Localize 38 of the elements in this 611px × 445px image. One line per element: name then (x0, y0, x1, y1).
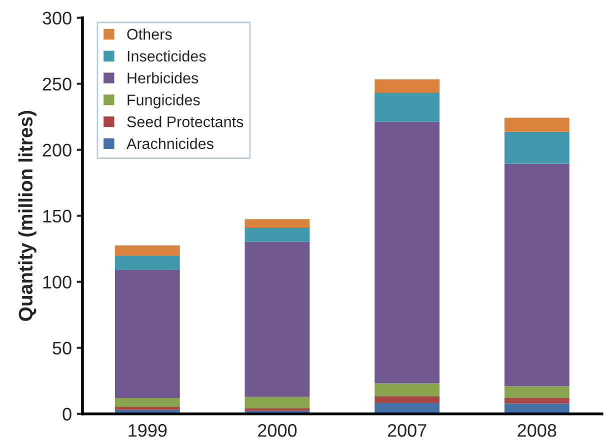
legend-label: Herbicides (128, 72, 198, 84)
legend-label: Arachnicides (126, 138, 214, 150)
bar (114, 245, 180, 256)
legend-label: Seed Protectants (127, 116, 244, 128)
y-tick-label: 150 (43, 210, 72, 223)
legend-label: Others (127, 28, 172, 40)
bar (374, 122, 440, 384)
y-tick-label: 100 (43, 276, 72, 289)
bar (244, 219, 310, 228)
y-tick-label: 300 (42, 12, 72, 25)
y-axis-title: Quantity (million litres) (18, 110, 36, 321)
x-tick-label: 1999 (128, 424, 167, 437)
x-tick-label: 2007 (388, 424, 426, 437)
legend-label: Insecticides (128, 50, 206, 62)
bar (244, 396, 310, 408)
bar (374, 383, 440, 396)
y-tick-label: 250 (42, 78, 72, 91)
y-tick-label: 50 (52, 342, 72, 355)
bar (114, 406, 180, 410)
bar (114, 270, 180, 398)
bar (244, 227, 310, 242)
bar (504, 118, 570, 132)
x-tick-label: 2000 (258, 424, 297, 437)
bar (114, 398, 180, 407)
bar (374, 92, 440, 122)
y-tick-label: 200 (42, 144, 72, 157)
bar (504, 386, 570, 398)
bar (374, 396, 440, 402)
bar (504, 164, 570, 386)
bar (374, 79, 440, 93)
bar (244, 242, 310, 397)
bar (244, 408, 310, 411)
y-tick-label: 0 (62, 408, 72, 421)
bar (114, 255, 180, 270)
bar (504, 398, 570, 404)
x-tick-label: 2008 (518, 424, 556, 437)
bar (504, 132, 570, 164)
legend-label: Fungicides (128, 94, 200, 108)
